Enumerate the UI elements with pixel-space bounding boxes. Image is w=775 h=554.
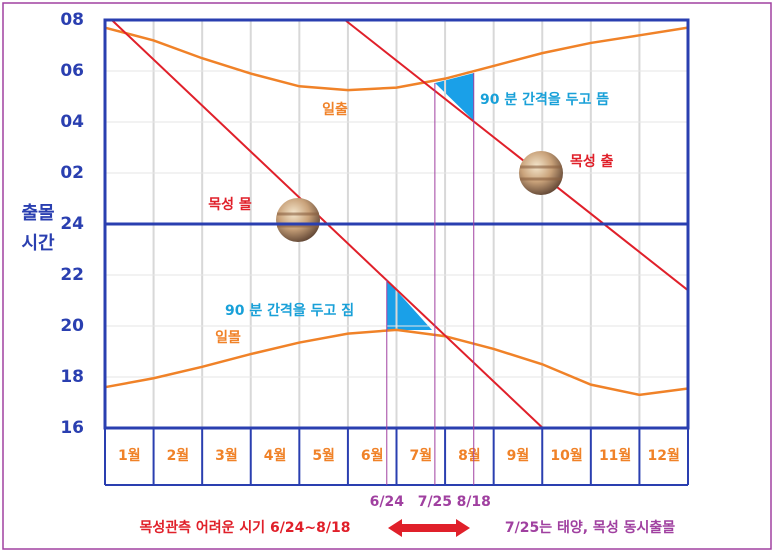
y-tick-label: 24	[60, 214, 84, 234]
date-label: 8/18	[457, 494, 491, 510]
jupiter-icon	[519, 151, 563, 195]
series-label: 일몰	[215, 330, 241, 346]
series-label: 일출	[322, 101, 348, 118]
x-tick-label: 10월	[550, 447, 582, 464]
y-axis-label: 시간	[21, 233, 55, 254]
x-tick-label: 3월	[215, 447, 238, 464]
date-label: 7/25	[418, 494, 452, 510]
x-tick-label: 2월	[167, 447, 190, 464]
x-tick-label: 8월	[458, 447, 481, 464]
x-tick-label: 9월	[507, 447, 530, 464]
x-tick-label: 4월	[264, 447, 287, 464]
y-tick-label: 22	[60, 265, 84, 285]
footer-note: 목성관측 어려운 시기 6/24~8/18	[140, 519, 351, 536]
range-arrow	[388, 519, 470, 537]
annotation: 90 분 간격을 두고 짐	[225, 302, 354, 319]
x-tick-label: 12월	[648, 447, 680, 464]
x-tick-label: 6월	[361, 447, 384, 464]
date-label: 6/24	[370, 494, 405, 510]
series-line	[344, 19, 689, 292]
y-tick-label: 04	[60, 112, 84, 132]
y-tick-label: 02	[60, 163, 84, 183]
x-tick-label: 1월	[118, 447, 141, 464]
series-line	[104, 26, 689, 92]
series-label: 목성 출	[570, 153, 614, 170]
x-tick-label: 11월	[599, 447, 631, 464]
y-tick-label: 16	[60, 418, 84, 438]
x-tick-label: 7월	[409, 447, 432, 464]
footer-note: 7/25는 태양, 목성 동시출몰	[505, 519, 675, 536]
series-label: 목성 몰	[208, 197, 252, 213]
plot-border	[103, 18, 690, 430]
y-tick-label: 18	[60, 367, 84, 387]
y-axis-label: 출몰	[21, 203, 54, 224]
series-line	[104, 328, 689, 397]
x-tick-label: 5월	[312, 447, 335, 464]
annotation: 90 분 간격을 두고 뜸	[480, 91, 609, 108]
jupiter-icon	[276, 198, 320, 242]
y-tick-label: 08	[60, 10, 84, 30]
y-tick-label: 20	[60, 316, 84, 336]
y-tick-label: 06	[60, 61, 84, 81]
